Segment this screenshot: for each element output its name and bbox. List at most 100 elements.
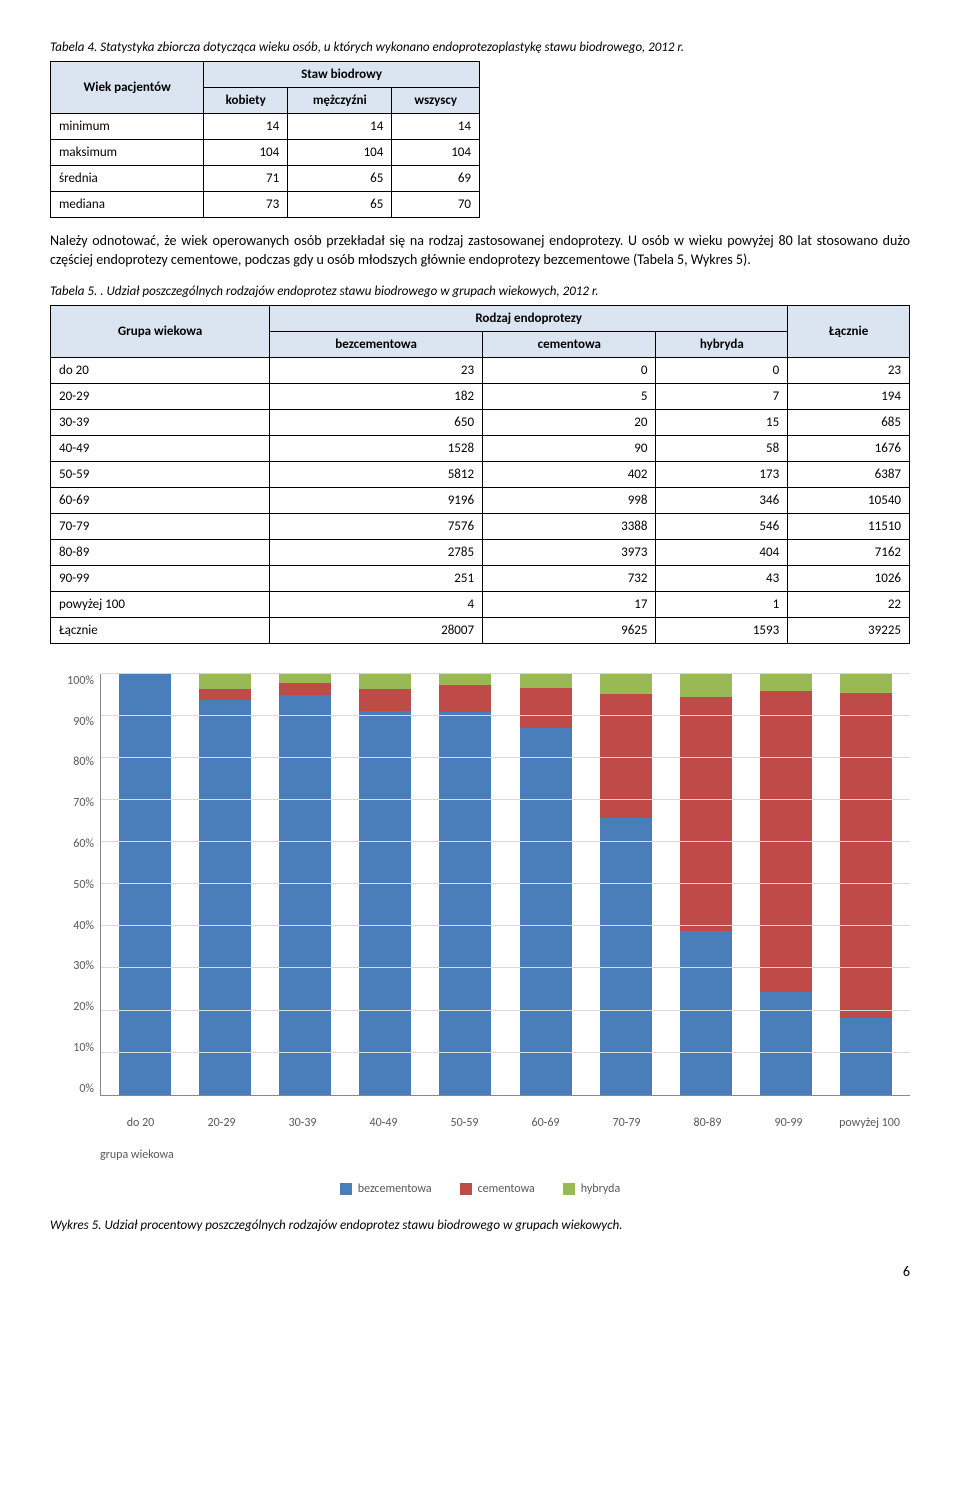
bar-segment xyxy=(279,683,331,695)
cell: 9196 xyxy=(270,487,483,513)
table-row: średnia716569 xyxy=(51,166,480,192)
chart-plot xyxy=(100,674,910,1096)
row-label: 50-59 xyxy=(51,461,270,487)
table4-col-group: Staw biodrowy xyxy=(204,62,480,88)
row-total: 194 xyxy=(788,383,910,409)
table4-col-0: kobiety xyxy=(204,88,288,114)
table5-col-group: Rodzaj endoprotezy xyxy=(270,305,788,331)
row-total: 23 xyxy=(788,357,910,383)
grid-line xyxy=(101,1010,910,1011)
cell: 1593 xyxy=(656,617,788,643)
cell: 546 xyxy=(656,513,788,539)
chart-x-labels: do 2020-2930-3940-4950-5960-6970-7980-89… xyxy=(50,1116,910,1130)
bar-segment xyxy=(520,674,572,688)
y-tick-label: 70% xyxy=(50,796,94,810)
y-tick-label: 40% xyxy=(50,919,94,933)
bar-slot xyxy=(105,674,185,1095)
y-tick-label: 90% xyxy=(50,715,94,729)
bar-slot xyxy=(505,674,585,1095)
row-total: 39225 xyxy=(788,617,910,643)
row-total: 6387 xyxy=(788,461,910,487)
cell: 70 xyxy=(392,192,480,218)
chart-wykres5: 0%10%20%30%40%50%60%70%80%90%100% do 202… xyxy=(50,674,910,1196)
x-tick-label: 50-59 xyxy=(424,1116,505,1130)
cell: 998 xyxy=(483,487,656,513)
table5-caption: Tabela 5. . Udział poszczególnych rodzaj… xyxy=(50,284,910,299)
figure-caption: Wykres 5. Udział procentowy poszczególny… xyxy=(50,1218,910,1233)
bar xyxy=(439,674,491,1095)
bar-segment xyxy=(520,688,572,728)
x-tick-label: powyżej 100 xyxy=(829,1116,910,1130)
bar-segment xyxy=(199,674,251,689)
table-row: 80-89278539734047162 xyxy=(51,539,910,565)
cell: 3973 xyxy=(483,539,656,565)
table4: Wiek pacjentów Staw biodrowy kobiety męż… xyxy=(50,61,480,218)
cell: 7 xyxy=(656,383,788,409)
row-label: 90-99 xyxy=(51,565,270,591)
bar-segment xyxy=(840,1018,892,1095)
row-label: 60-69 xyxy=(51,487,270,513)
row-label: maksimum xyxy=(51,140,204,166)
row-total: 22 xyxy=(788,591,910,617)
bar xyxy=(279,674,331,1095)
row-total: 7162 xyxy=(788,539,910,565)
x-tick-label: 40-49 xyxy=(343,1116,424,1130)
bar-segment xyxy=(439,685,491,712)
bar xyxy=(760,674,812,1095)
cell: 69 xyxy=(392,166,480,192)
table5: Grupa wiekowa Rodzaj endoprotezy Łącznie… xyxy=(50,305,910,644)
bar-segment xyxy=(359,674,411,689)
x-tick-label: do 20 xyxy=(100,1116,181,1130)
y-tick-label: 20% xyxy=(50,1000,94,1014)
grid-line xyxy=(101,673,910,674)
bar-segment xyxy=(680,697,732,931)
row-label: średnia xyxy=(51,166,204,192)
cell: 104 xyxy=(392,140,480,166)
bar-segment xyxy=(359,689,411,712)
cell: 14 xyxy=(392,114,480,140)
x-tick-label: 90-99 xyxy=(748,1116,829,1130)
cell: 0 xyxy=(656,357,788,383)
bar-segment xyxy=(840,693,892,1018)
table-row: 50-5958124021736387 xyxy=(51,461,910,487)
bar-slot xyxy=(425,674,505,1095)
cell: 65 xyxy=(288,192,392,218)
bar xyxy=(600,674,652,1095)
grid-line xyxy=(101,925,910,926)
chart-y-axis: 0%10%20%30%40%50%60%70%80%90%100% xyxy=(50,674,100,1114)
bar xyxy=(520,674,572,1095)
table4-caption: Tabela 4. Statystyka zbiorcza dotycząca … xyxy=(50,40,910,55)
cell: 650 xyxy=(270,409,483,435)
table4-col-1: mężczyźni xyxy=(288,88,392,114)
bar-segment xyxy=(840,674,892,693)
table-row: minimum141414 xyxy=(51,114,480,140)
bar-segment xyxy=(680,674,732,698)
table5-col-2: hybryda xyxy=(656,331,788,357)
legend-item: bezcementowa xyxy=(340,1182,432,1196)
bar-slot xyxy=(826,674,906,1095)
table-row: 90-99251732431026 xyxy=(51,565,910,591)
bar xyxy=(199,674,251,1095)
cell: 1 xyxy=(656,591,788,617)
y-tick-label: 30% xyxy=(50,959,94,973)
grid-line xyxy=(101,1052,910,1053)
cell: 404 xyxy=(656,539,788,565)
cell: 173 xyxy=(656,461,788,487)
y-tick-label: 10% xyxy=(50,1041,94,1055)
page-number: 6 xyxy=(50,1263,910,1280)
cell: 90 xyxy=(483,435,656,461)
table-row: powyżej 100417122 xyxy=(51,591,910,617)
grid-line xyxy=(101,757,910,758)
row-label: minimum xyxy=(51,114,204,140)
grid-line xyxy=(101,799,910,800)
cell: 3388 xyxy=(483,513,656,539)
table5-col-total: Łącznie xyxy=(788,305,910,357)
bar-segment xyxy=(199,689,251,700)
cell: 5 xyxy=(483,383,656,409)
bar-segment xyxy=(760,992,812,1095)
cell: 7576 xyxy=(270,513,483,539)
grid-line xyxy=(101,883,910,884)
cell: 58 xyxy=(656,435,788,461)
y-tick-label: 80% xyxy=(50,755,94,769)
table5-col-0: bezcementowa xyxy=(270,331,483,357)
